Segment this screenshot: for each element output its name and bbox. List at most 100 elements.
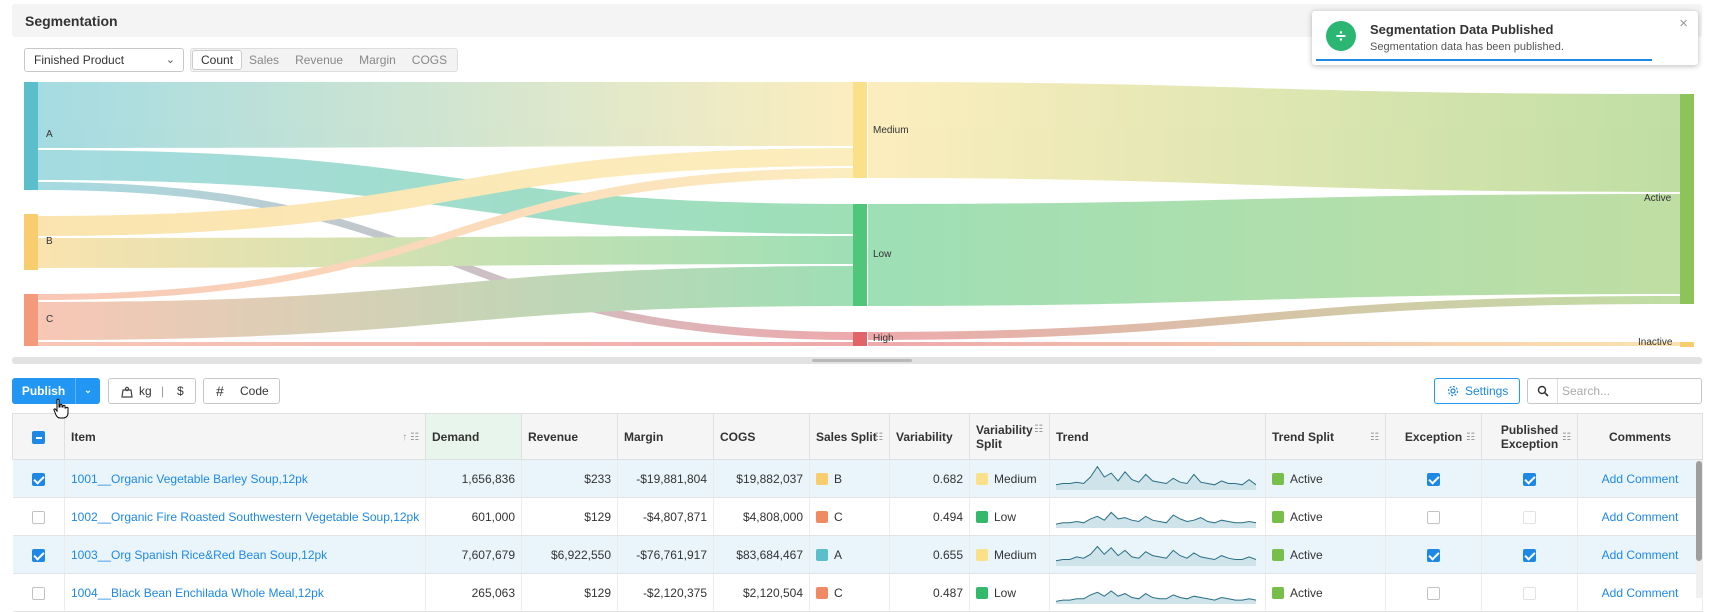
node-medium[interactable] [853,82,867,178]
header-sales-split[interactable]: Sales Split ☷ [809,413,890,460]
variability-split-swatch [976,511,988,524]
table-row[interactable]: 1002__Organic Fire Roasted Southwestern … [12,497,1703,536]
scrollbar-thumb[interactable] [812,359,912,362]
table-row[interactable]: 1001__Organic Vegetable Barley Soup,12pk… [12,459,1703,498]
header-published-exception-label-2: Exception [1500,436,1559,451]
node-c[interactable] [24,294,38,346]
add-comment-link[interactable]: Add Comment [1601,471,1679,486]
grid-toolbar: Publish ⌄ kg | $ # Code Settings [0,378,1712,406]
metric-revenue[interactable]: Revenue [295,53,344,67]
scrollbar-thumb[interactable] [1696,461,1702,561]
unit-toggle[interactable]: kg | $ [108,378,196,404]
select-all-cell [12,413,65,460]
publish-button[interactable]: Publish ⌄ [12,378,100,404]
gear-icon [1447,385,1459,397]
sales-split-swatch [816,473,828,486]
header-revenue[interactable]: Revenue [521,413,618,460]
item-link[interactable]: 1002__Organic Fire Roasted Southwestern … [71,509,420,524]
add-comment-link[interactable]: Add Comment [1601,509,1679,524]
header-variability-split[interactable]: Variability Split ☷ [969,413,1050,460]
item-cell[interactable]: 1002__Organic Fire Roasted Southwestern … [64,497,426,536]
item-link[interactable]: 1003__Org Spanish Rice&Red Bean Soup,12p… [71,547,328,562]
trend-cell [1049,497,1266,536]
header-item[interactable]: Item ↑ ☷ [64,413,426,460]
node-b[interactable] [24,214,38,270]
code-label: Code [240,384,269,398]
header-cogs[interactable]: COGS [713,413,810,460]
header-published-exception[interactable]: Published Exception ☷ [1481,413,1578,460]
node-label-active: Active [1644,193,1672,204]
trend-split-swatch [1272,511,1284,524]
node-high[interactable] [853,332,867,346]
item-cell[interactable]: 1004__Black Bean Enchilada Whole Meal,12… [64,573,426,612]
published-exception-checkbox [1523,472,1536,486]
filter-icon[interactable]: ☷ [1466,432,1475,443]
header-trend-split[interactable]: Trend Split ☷ [1265,413,1386,460]
cogs-cell: $83,684,467 [713,535,810,574]
trend-split-value: Active [1290,547,1323,562]
header-trend[interactable]: Trend [1049,413,1266,460]
segmentation-table: Item ↑ ☷ Demand Revenue Margin COGS Sales… [12,413,1703,612]
unit-currency[interactable]: $ [177,384,184,398]
cogs-cell: $4,808,000 [713,497,810,536]
header-exception[interactable]: Exception ☷ [1385,413,1482,460]
sankey-diagram [24,82,1694,347]
exception-cell [1385,459,1482,498]
row-checkbox[interactable] [31,548,45,562]
code-toggle-button[interactable]: # Code [203,378,280,404]
node-inactive[interactable] [1680,342,1694,347]
item-cell[interactable]: 1003__Org Spanish Rice&Red Bean Soup,12p… [64,535,426,574]
item-link[interactable]: 1001__Organic Vegetable Barley Soup,12pk [71,471,308,486]
exception-checkbox[interactable] [1427,548,1440,562]
product-type-select[interactable]: Finished Product ⌄ [24,48,184,72]
sort-filter-icon[interactable]: ↑ ☷ [402,432,419,443]
toast-message: Segmentation data has been published. [1370,41,1564,53]
search-input[interactable] [1562,383,1692,399]
item-link[interactable]: 1004__Black Bean Enchilada Whole Meal,12… [71,585,324,600]
metric-count[interactable]: Count [193,51,242,69]
filter-icon[interactable]: ☷ [1562,432,1571,443]
add-comment-link[interactable]: Add Comment [1601,585,1679,600]
table-row[interactable]: 1003__Org Spanish Rice&Red Bean Soup,12p… [12,535,1703,574]
row-checkbox[interactable] [31,510,45,524]
metric-sales[interactable]: Sales [249,53,280,67]
header-demand[interactable]: Demand [425,413,522,460]
node-low[interactable] [853,204,867,306]
sales-split-value: A [834,547,843,562]
publish-label[interactable]: Publish [21,384,66,398]
metric-margin[interactable]: Margin [359,53,396,67]
exception-checkbox[interactable] [1427,472,1440,486]
trend-split-cell: Active [1265,573,1386,612]
chart-horizontal-scrollbar[interactable] [12,357,1702,364]
settings-button[interactable]: Settings [1434,378,1520,404]
node-a[interactable] [24,82,38,190]
header-published-exception-label-1: Published [1500,422,1559,437]
table-row[interactable]: 1004__Black Bean Enchilada Whole Meal,12… [12,573,1703,612]
weight-icon [121,386,133,398]
trend-split-value: Active [1290,585,1323,600]
header-comments[interactable]: Comments [1577,413,1703,460]
filter-icon[interactable]: ☷ [1034,424,1043,435]
add-comment-link[interactable]: Add Comment [1601,547,1679,562]
filter-icon[interactable]: ☷ [874,432,883,443]
header-margin[interactable]: Margin [617,413,714,460]
item-cell[interactable]: 1001__Organic Vegetable Barley Soup,12pk [64,459,426,498]
close-icon[interactable]: × [1679,15,1688,32]
node-label-low: Low [873,249,892,260]
trend-split-cell: Active [1265,459,1386,498]
demand-cell: 7,607,679 [425,535,522,574]
unit-kg[interactable]: kg [139,384,152,398]
header-variability[interactable]: Variability [889,413,970,460]
grid-vertical-scrollbar[interactable] [1696,461,1702,598]
row-checkbox[interactable] [31,472,45,486]
filter-icon[interactable]: ☷ [1370,432,1379,443]
variability-split-cell: Medium [969,459,1050,498]
metric-cogs[interactable]: COGS [411,53,448,67]
revenue-cell: $6,922,550 [521,535,618,574]
search-icon [1528,379,1558,403]
exception-checkbox[interactable] [1427,510,1440,524]
node-active[interactable] [1680,94,1694,304]
demand-cell: 601,000 [425,497,522,536]
select-all-checkbox[interactable] [32,430,45,444]
publish-dropdown-toggle[interactable]: ⌄ [75,378,100,404]
